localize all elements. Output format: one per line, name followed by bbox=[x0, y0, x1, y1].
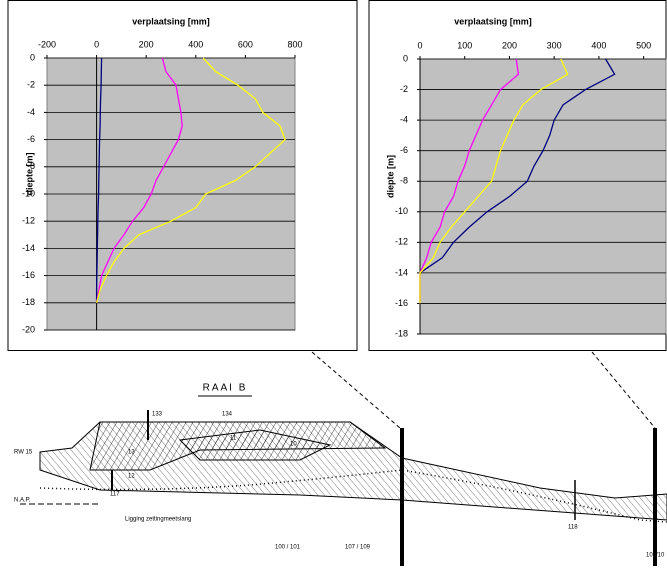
y-tick-label: -8 bbox=[400, 176, 408, 186]
y-tick-label: -14 bbox=[395, 267, 408, 277]
label: 117 bbox=[110, 492, 120, 498]
y-tick-label: -12 bbox=[22, 216, 35, 226]
y-tick-label: -16 bbox=[22, 270, 35, 280]
plot-area bbox=[420, 59, 666, 334]
y-tick-label: -2 bbox=[27, 80, 35, 90]
y-tick-label: 0 bbox=[403, 53, 408, 63]
label: 13 bbox=[128, 450, 135, 456]
x-tick-label: 200 bbox=[139, 39, 154, 49]
x-tick-label: 400 bbox=[591, 40, 606, 50]
label: 133 bbox=[152, 412, 163, 418]
chart-title: verplaatsing [mm] bbox=[132, 16, 210, 26]
label: 118 bbox=[568, 525, 578, 531]
x-tick-label: 0 bbox=[94, 39, 99, 49]
label: 107 / 109 bbox=[345, 545, 371, 551]
x-tick-label: -200 bbox=[38, 39, 56, 49]
y-tick-label: -20 bbox=[22, 324, 35, 334]
y-tick-label: -12 bbox=[395, 237, 408, 247]
connector bbox=[592, 352, 655, 428]
y-tick-label: -4 bbox=[27, 107, 35, 117]
y-tick-label: -10 bbox=[395, 206, 408, 216]
y-tick-label: -4 bbox=[400, 114, 408, 124]
x-tick-label: 0 bbox=[417, 40, 422, 50]
page: 0-2-4-6-8-10-12-14-16-18-20-200020040060… bbox=[0, 0, 667, 569]
x-tick-label: 100 bbox=[457, 40, 472, 50]
y-tick-label: -18 bbox=[395, 328, 408, 338]
y-tick-label: -14 bbox=[22, 243, 35, 253]
x-tick-label: 400 bbox=[188, 39, 203, 49]
y-axis-label: diepte [m] bbox=[385, 155, 395, 198]
x-tick-label: 800 bbox=[287, 39, 302, 49]
label: 134 bbox=[222, 412, 233, 418]
diagram-title: RAAI B bbox=[203, 383, 248, 394]
label: 10 bbox=[290, 442, 297, 448]
x-tick-label: 500 bbox=[636, 40, 651, 50]
y-tick-label: -2 bbox=[400, 84, 408, 94]
label: 100 / 101 bbox=[275, 545, 301, 551]
x-tick-label: 200 bbox=[502, 40, 517, 50]
y-tick-label: -16 bbox=[395, 298, 408, 308]
label: RW 15 bbox=[14, 450, 33, 456]
y-tick-label: -18 bbox=[22, 297, 35, 307]
connector bbox=[312, 352, 400, 428]
x-tick-label: 300 bbox=[547, 40, 562, 50]
diagram: RAAI B 133 134 RW 15 N.A.P. 117 Ligging … bbox=[14, 352, 667, 566]
figure: 0-2-4-6-8-10-12-14-16-18-20-200020040060… bbox=[0, 0, 667, 569]
label: 11 bbox=[230, 436, 237, 442]
label: N.A.P. bbox=[14, 498, 31, 504]
label: 12 bbox=[128, 474, 135, 480]
chart-title: verplaatsing [mm] bbox=[454, 16, 532, 26]
y-axis-label: diepte [m] bbox=[24, 152, 34, 195]
y-tick-label: -6 bbox=[400, 145, 408, 155]
label: 108/10 bbox=[646, 553, 665, 559]
x-tick-label: 600 bbox=[238, 39, 253, 49]
y-tick-label: 0 bbox=[30, 52, 35, 62]
y-tick-label: -6 bbox=[27, 134, 35, 144]
label: Ligging zettingmeetslang bbox=[125, 517, 191, 523]
